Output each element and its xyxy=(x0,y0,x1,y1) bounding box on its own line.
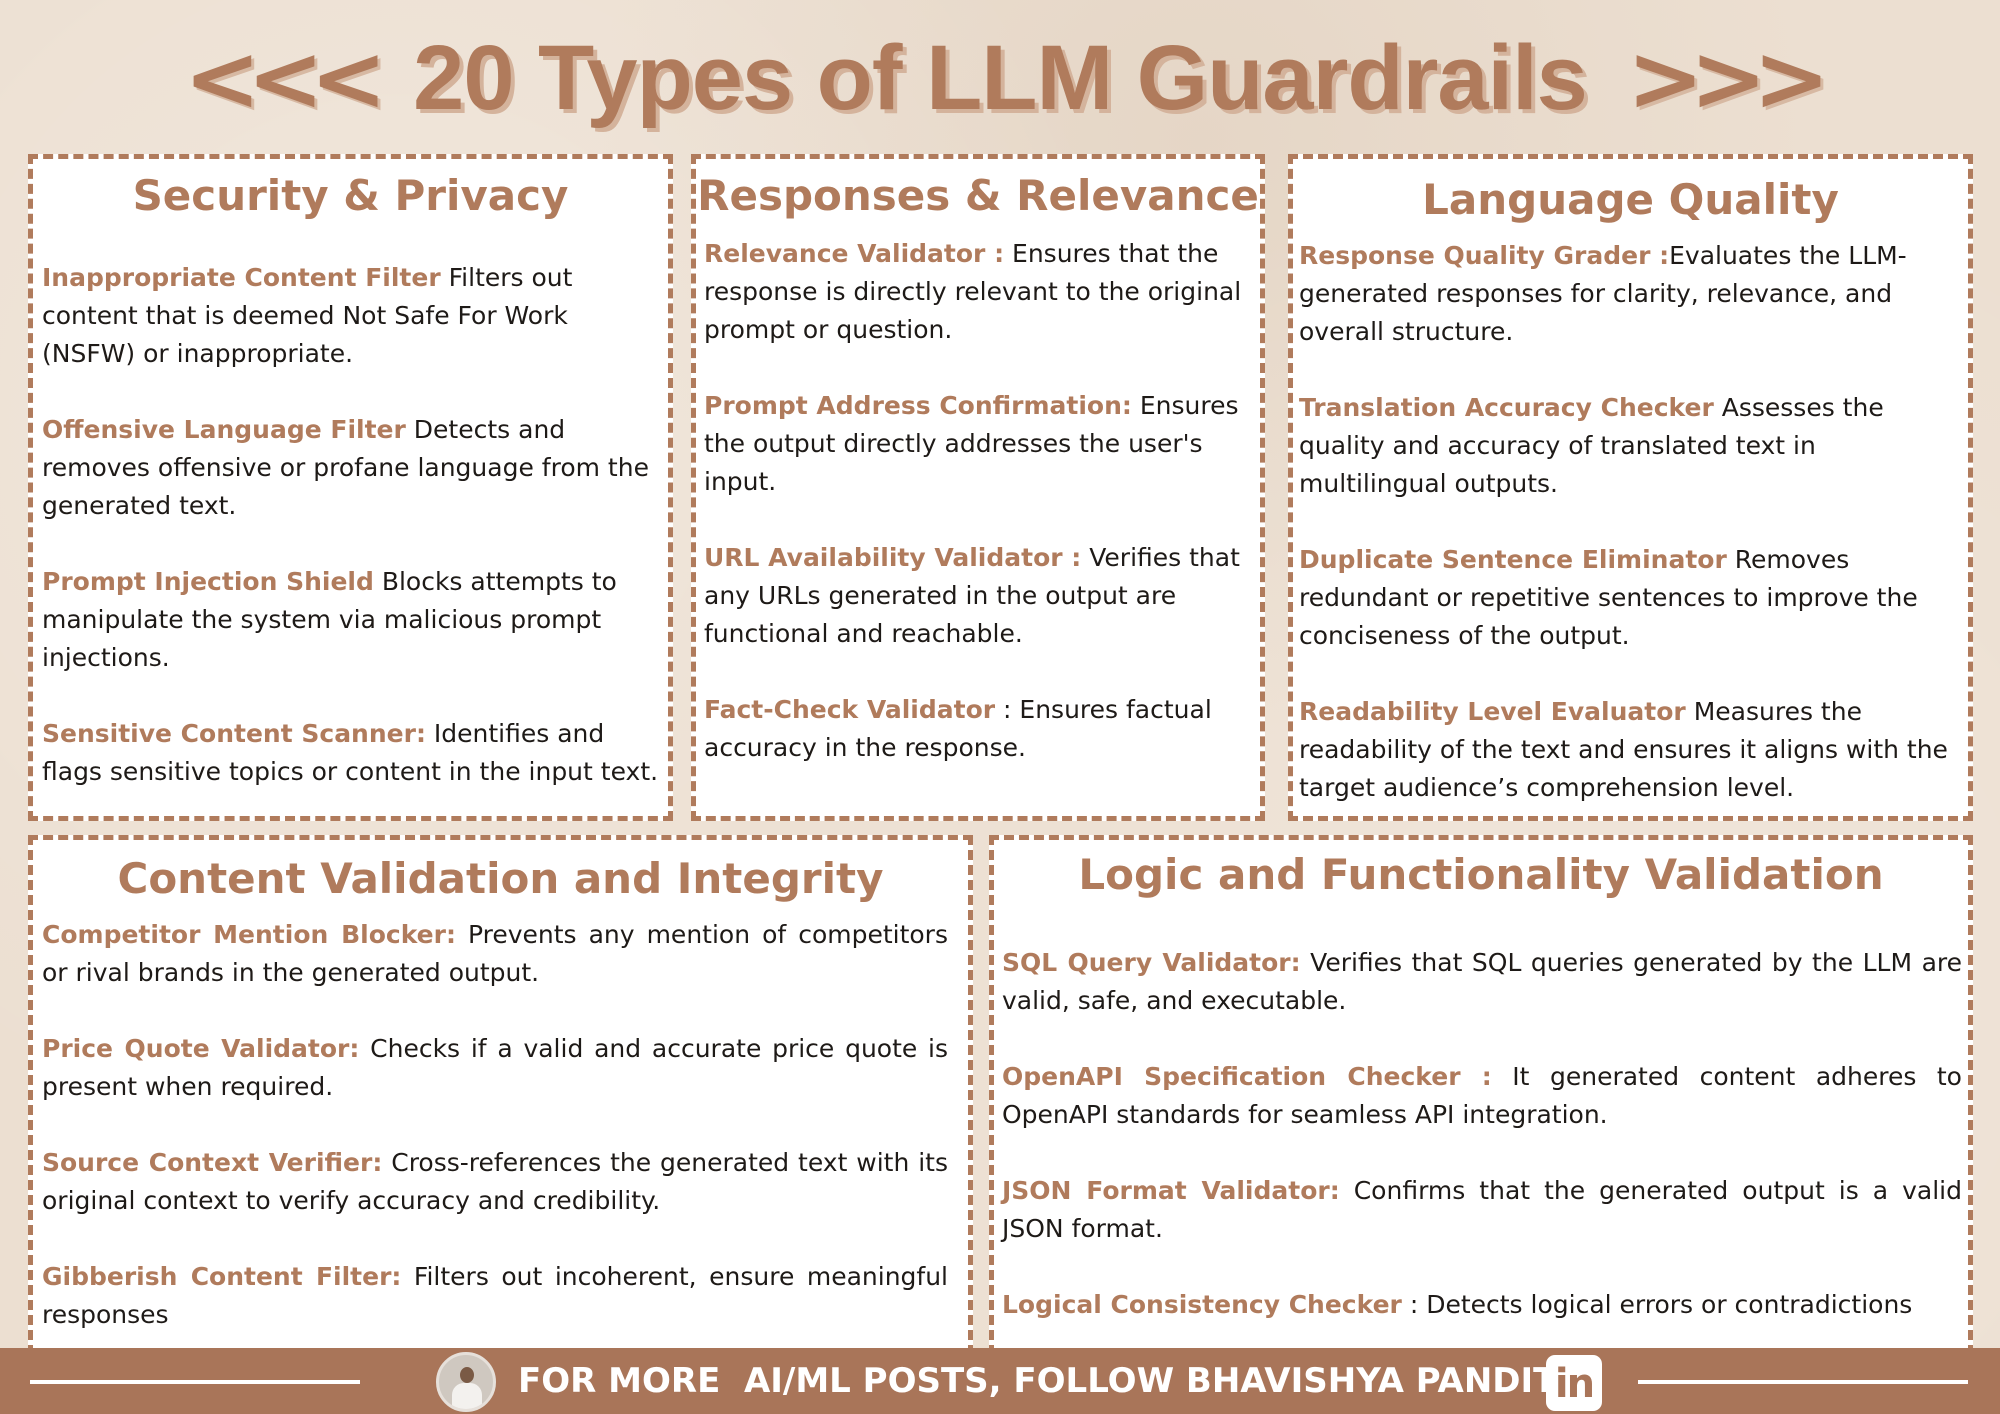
section-content-validation-integrity: Content Validation and Integrity Competi… xyxy=(28,835,973,1355)
guardrail-item: Response Quality Grader :Evaluates the L… xyxy=(1299,237,1962,351)
guardrail-list: Response Quality Grader :Evaluates the L… xyxy=(1299,237,1962,807)
left-chevrons-icon: <<< xyxy=(183,24,387,132)
section-title: Language Quality xyxy=(1422,175,1839,224)
guardrail-description: Filters out content that is deemed Not S… xyxy=(42,263,573,369)
guardrail-name: Price Quote Validator: xyxy=(42,1034,360,1064)
section-responses-relevance: Responses & Relevance Relevance Validato… xyxy=(691,154,1265,821)
guardrail-item: Gibberish Content Filter: Filters out in… xyxy=(42,1258,948,1334)
guardrail-list: SQL Query Validator: Verifies that SQL q… xyxy=(1002,944,1962,1324)
section-title: Security & Privacy xyxy=(132,171,569,220)
linkedin-icon[interactable]: in xyxy=(1546,1355,1602,1411)
guardrail-name: Readability Level Evaluator xyxy=(1299,697,1686,727)
guardrail-item: Inappropriate Content Filter Filters out… xyxy=(42,259,662,373)
guardrail-name: URL Availability Validator : xyxy=(704,543,1082,573)
guardrail-description: It generated content adheres to OpenAPI … xyxy=(1002,1062,1962,1130)
guardrail-name: Prompt Injection Shield xyxy=(42,567,374,597)
guardrail-name: Response Quality Grader : xyxy=(1299,241,1670,271)
guardrail-name: SQL Query Validator: xyxy=(1002,948,1301,978)
guardrail-item: Prompt Address Confirmation: Ensures the… xyxy=(704,387,1254,501)
section-title: Content Validation and Integrity xyxy=(117,854,884,903)
guardrail-list: Inappropriate Content Filter Filters out… xyxy=(42,259,662,791)
guardrail-description: : Detects logical errors or contradictio… xyxy=(1401,1290,1913,1320)
guardrail-item: Price Quote Validator: Checks if a valid… xyxy=(42,1030,948,1106)
guardrail-description: Assesses the quality and accuracy of tra… xyxy=(1299,393,1884,499)
footer-divider-right xyxy=(1638,1380,1968,1384)
guardrail-item: URL Availability Validator : Verifies th… xyxy=(704,539,1254,653)
footer-banner: FOR MORE AI/ML POSTS, FOLLOW BHAVISHYA P… xyxy=(0,1348,2000,1414)
guardrail-description: Removes redundant or repetitive sentence… xyxy=(1299,545,1918,651)
guardrail-description: Verifies that any URLs generated in the … xyxy=(704,543,1240,649)
guardrail-item: JSON Format Validator: Confirms that the… xyxy=(1002,1172,1962,1248)
section-title: Responses & Relevance xyxy=(697,171,1259,220)
follow-cta-text: FOR MORE AI/ML POSTS, FOLLOW BHAVISHYA P… xyxy=(518,1361,1557,1401)
guardrail-list: Competitor Mention Blocker: Prevents any… xyxy=(42,916,948,1334)
guardrail-description: Blocks attempts to manipulate the system… xyxy=(42,567,617,673)
guardrail-item: Relevance Validator : Ensures that the r… xyxy=(704,235,1254,349)
guardrail-item: Competitor Mention Blocker: Prevents any… xyxy=(42,916,948,992)
guardrail-description: Verifies that SQL queries generated by t… xyxy=(1002,948,1963,1016)
guardrail-name: JSON Format Validator: xyxy=(1002,1176,1340,1206)
avatar-body-shape xyxy=(452,1383,482,1409)
guardrail-name: Gibberish Content Filter: xyxy=(42,1262,402,1292)
avatar-head-shape xyxy=(460,1367,474,1383)
guardrail-description: Ensures that the response is directly re… xyxy=(704,239,1242,345)
guardrail-name: Relevance Validator : xyxy=(704,239,1005,269)
right-chevrons-icon: >>> xyxy=(1626,24,1830,132)
guardrail-description: Prevents any mention of competitors or r… xyxy=(42,920,948,988)
guardrail-item: OpenAPI Specification Checker : It gener… xyxy=(1002,1058,1962,1134)
guardrail-list: Relevance Validator : Ensures that the r… xyxy=(704,235,1254,767)
author-avatar[interactable] xyxy=(436,1352,496,1412)
guardrail-name: Inappropriate Content Filter xyxy=(42,263,441,293)
section-language-quality: Language Quality Response Quality Grader… xyxy=(1288,154,1973,821)
guardrail-description: Detects and removes offensive or profane… xyxy=(42,415,649,521)
guardrail-item: Source Context Verifier: Cross-reference… xyxy=(42,1144,948,1220)
guardrail-item: Translation Accuracy Checker Assesses th… xyxy=(1299,389,1962,503)
section-security-privacy: Security & Privacy Inappropriate Content… xyxy=(28,154,673,821)
guardrail-item: Fact-Check Validator : Ensures factual a… xyxy=(704,691,1254,767)
section-title: Logic and Functionality Validation xyxy=(1078,850,1884,899)
guardrail-name: Prompt Address Confirmation: xyxy=(704,391,1132,421)
section-logic-functionality-validation: Logic and Functionality Validation SQL Q… xyxy=(989,835,1973,1355)
guardrail-name: Source Context Verifier: xyxy=(42,1148,383,1178)
guardrail-item: SQL Query Validator: Verifies that SQL q… xyxy=(1002,944,1962,1020)
guardrail-item: Prompt Injection Shield Blocks attempts … xyxy=(42,563,662,677)
guardrail-item: Logical Consistency Checker : Detects lo… xyxy=(1002,1286,1962,1324)
guardrail-description: Evaluates the LLM-generated responses fo… xyxy=(1299,241,1907,347)
guardrail-name: Offensive Language Filter xyxy=(42,415,406,445)
footer-divider-left xyxy=(30,1380,360,1384)
guardrail-description: Cross-references the generated text with… xyxy=(42,1148,948,1216)
guardrail-name: Fact-Check Validator xyxy=(704,695,996,725)
guardrail-description: Filters out incoherent, ensure meaningfu… xyxy=(42,1262,949,1330)
guardrail-name: Duplicate Sentence Eliminator xyxy=(1299,545,1727,575)
title-banner: <<< 20 Types of LLM Guardrails >>> xyxy=(0,18,2000,138)
page-title: 20 Types of LLM Guardrails xyxy=(413,26,1588,129)
guardrail-description: Identifies and flags sensitive topics or… xyxy=(42,719,659,787)
guardrail-name: Competitor Mention Blocker: xyxy=(42,920,456,950)
guardrail-name: Sensitive Content Scanner: xyxy=(42,719,426,749)
guardrail-description: : Ensures factual accuracy in the respon… xyxy=(704,695,1212,763)
guardrail-item: Duplicate Sentence Eliminator Removes re… xyxy=(1299,541,1962,655)
guardrail-name: Logical Consistency Checker xyxy=(1002,1290,1402,1320)
guardrail-name: Translation Accuracy Checker xyxy=(1299,393,1714,423)
guardrail-item: Offensive Language Filter Detects and re… xyxy=(42,411,662,525)
guardrail-name: OpenAPI Specification Checker : xyxy=(1002,1062,1492,1092)
guardrail-item: Sensitive Content Scanner: Identifies an… xyxy=(42,715,662,791)
guardrail-item: Readability Level Evaluator Measures the… xyxy=(1299,693,1962,807)
guardrail-description: Confirms that the generated output is a … xyxy=(1002,1176,1962,1244)
guardrail-description: Checks if a valid and accurate price quo… xyxy=(42,1034,948,1102)
guardrail-description: Ensures the output directly addresses th… xyxy=(704,391,1239,497)
guardrail-description: Measures the readability of the text and… xyxy=(1299,697,1948,803)
